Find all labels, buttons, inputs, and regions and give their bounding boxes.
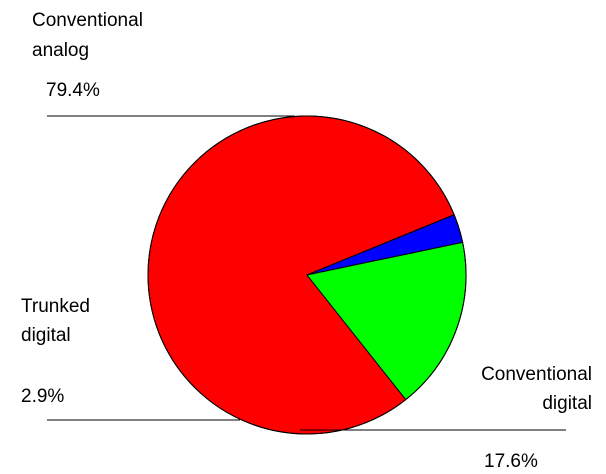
- slice-label-conventional-analog-line1: Conventional: [32, 10, 143, 31]
- slice-value-conventional-digital: 17.6%: [484, 451, 538, 472]
- pie-slices: [147, 115, 467, 435]
- slice-label-trunked-digital-line1: Trunked: [21, 296, 90, 317]
- slice-value-trunked-digital: 2.9%: [21, 386, 65, 407]
- pie-outline: [147, 115, 467, 435]
- slice-label-conventional-analog-line2: analog: [32, 40, 90, 61]
- leader-lines: [47, 115, 566, 431]
- slice-label-conventional-digital-line2: digital: [542, 393, 592, 414]
- slice-value-conventional-analog: 79.4%: [46, 80, 100, 101]
- slice-label-trunked-digital-line2: digital: [21, 325, 71, 346]
- slice-label-conventional-digital-line1: Conventional: [481, 364, 592, 385]
